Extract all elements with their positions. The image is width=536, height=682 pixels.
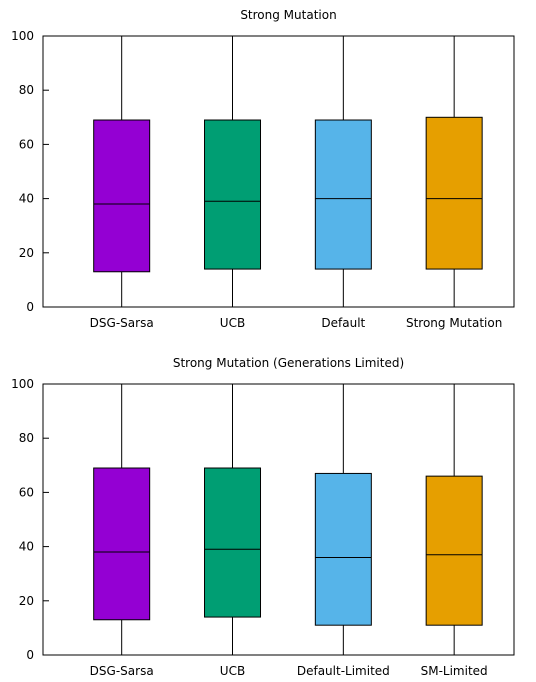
y-tick-label: 60 — [19, 485, 34, 499]
plot-frame — [42, 383, 515, 656]
x-tick-label: DSG-Sarsa — [90, 664, 154, 678]
y-tick-label: 80 — [19, 83, 34, 97]
y-tick-label: 20 — [19, 594, 34, 608]
box-strong-mutation — [425, 116, 483, 270]
box-sm-limited — [425, 475, 483, 626]
chart-title: Strong Mutation (Generations Limited) — [173, 356, 404, 370]
x-tick-label: Default-Limited — [297, 664, 390, 678]
x-tick-label: Strong Mutation — [406, 316, 502, 330]
y-tick-label: 80 — [19, 431, 34, 445]
y-tick-label: 100 — [11, 377, 34, 391]
y-tick-label: 0 — [26, 300, 34, 314]
box-ucb — [204, 467, 262, 618]
x-tick-label: UCB — [220, 664, 245, 678]
plot-frame — [42, 35, 515, 308]
box-dsg-sarsa — [93, 119, 151, 273]
box-default — [314, 119, 372, 270]
box-ucb — [204, 119, 262, 270]
box-default-limited — [314, 472, 372, 626]
y-tick-label: 0 — [26, 648, 34, 662]
y-tick-label: 40 — [19, 192, 34, 206]
y-tick-label: 40 — [19, 540, 34, 554]
y-tick-label: 100 — [11, 29, 34, 43]
x-tick-label: UCB — [220, 316, 245, 330]
y-tick-label: 60 — [19, 137, 34, 151]
y-tick-label: 20 — [19, 246, 34, 260]
chart-title: Strong Mutation — [240, 8, 336, 22]
box-dsg-sarsa — [93, 467, 151, 621]
x-tick-label: DSG-Sarsa — [90, 316, 154, 330]
x-tick-label: SM-Limited — [421, 664, 488, 678]
x-tick-label: Default — [321, 316, 365, 330]
